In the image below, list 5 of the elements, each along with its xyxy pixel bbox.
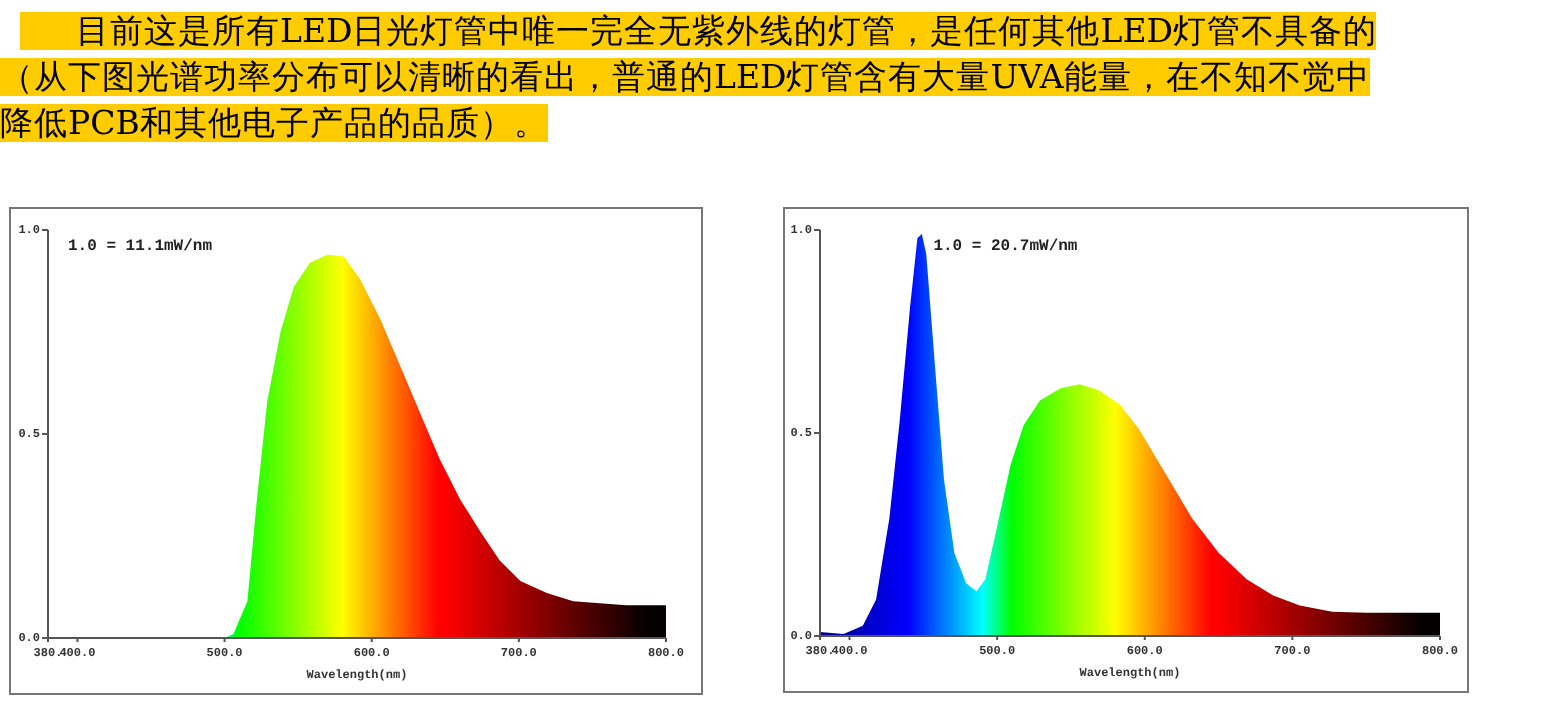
text: 目前这是所有LED日光灯管中唯一完全无紫外线的灯管，是任何其他LED灯管不具备的	[20, 12, 1377, 50]
annotation: 1.0 = 20.7mW/nm	[933, 238, 1078, 256]
text: （从下图光谱功率分布可以清晰的看出，普通的LED灯管含有大量UVA能量，在不知不觉中	[0, 58, 1370, 96]
annotation: 1.0 = 11.1mW/nm	[68, 238, 213, 256]
text: 降低PCB和其他电子产品的品质）。	[0, 104, 548, 142]
